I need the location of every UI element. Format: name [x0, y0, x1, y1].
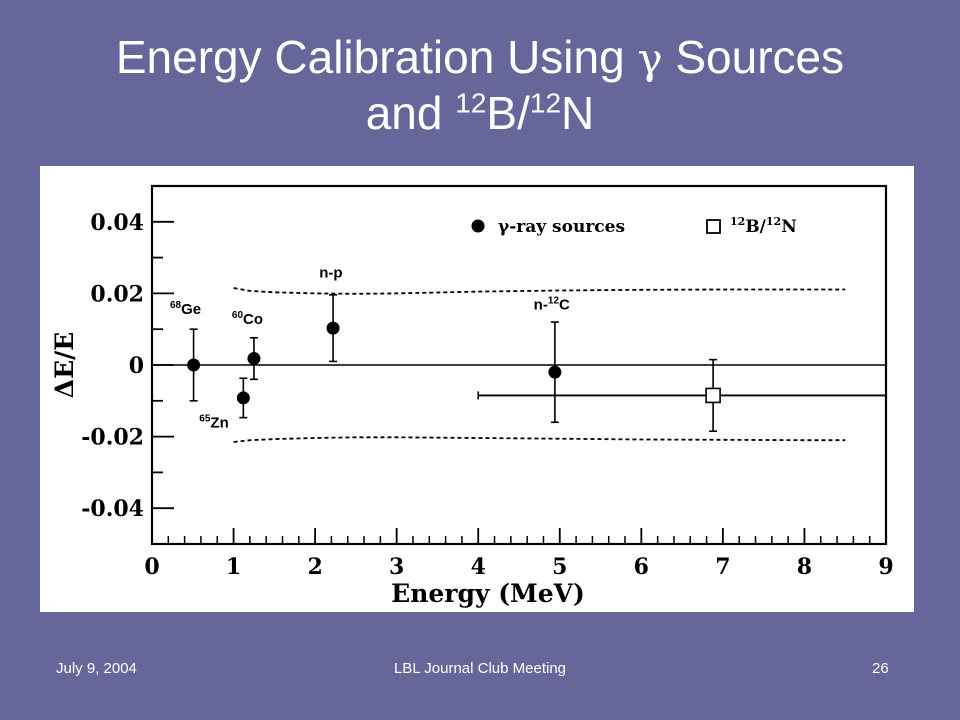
chart-panel: 0 1 2 3 4 5 6 7 8 9 0.04 0.02 0 -0.02 -0.04 68Ge 65Zn 60…	[40, 166, 914, 612]
ticks-layer: 0 1 2 3 4 5 6 7 8 90.040.020-0.02-0.04	[81, 185, 894, 580]
annotation-superscript: 65	[199, 414, 211, 425]
annotation-text: C	[559, 297, 570, 314]
gamma-source-point	[548, 365, 562, 379]
legend-sup-2: 12	[766, 215, 781, 228]
annotation-superscript: 60	[232, 310, 244, 321]
legend: γ-ray sources 12B/12N	[471, 215, 797, 237]
x-tick-label: 8	[797, 554, 812, 580]
legend-text-b: B/	[745, 217, 766, 237]
y-tick-label: -0.04	[81, 496, 144, 522]
annotation-superscript: 68	[170, 300, 182, 311]
y-tick-label: 0	[129, 353, 144, 379]
x-axis-label: Energy (MeV)	[391, 579, 585, 608]
calibration-chart: 0 1 2 3 4 5 6 7 8 90.040.020-0.02-0.04 68Ge65Zn60…	[50, 184, 894, 608]
slide-title: Energy Calibration Using γ Sources and 1…	[0, 30, 960, 140]
gamma-source-point	[236, 391, 250, 405]
annotation-text: Co	[243, 311, 263, 328]
legend-marker-boron	[706, 219, 721, 234]
x-tick-label: 5	[552, 554, 567, 580]
annotation-text: Ge	[181, 301, 201, 318]
x-tick-label: 2	[307, 554, 322, 580]
footer-page-number: 26	[872, 660, 889, 677]
annotation-superscript: 12	[548, 296, 560, 307]
title-text-2: Sources	[662, 31, 845, 83]
x-tick-label: 1	[226, 554, 241, 580]
x-tick-label: 7	[715, 554, 730, 580]
gamma-source-point	[247, 352, 261, 366]
x-tick-label: 9	[878, 554, 893, 580]
footer-date: July 9, 2004	[56, 660, 137, 677]
source-annotation: 60Co	[232, 310, 263, 328]
legend-label-boron: 12B/12N	[730, 215, 797, 237]
boron-nitrogen-point	[705, 387, 721, 404]
source-annotation: n-p	[319, 264, 342, 281]
title-sup-1: 12	[455, 87, 487, 119]
source-annotation: 68Ge	[170, 300, 201, 318]
annotation-text: Zn	[210, 415, 228, 432]
title-text-4: B/	[486, 87, 530, 139]
legend-sup-1: 12	[730, 215, 745, 228]
x-tick-label: 3	[389, 554, 404, 580]
source-annotation: n-12C	[534, 296, 570, 314]
legend-text-n: N	[781, 217, 797, 237]
gamma-source-point	[326, 321, 340, 335]
y-tick-label: -0.02	[81, 425, 144, 451]
title-line-2: and 12B/12N	[0, 86, 960, 140]
title-text-5: N	[561, 87, 595, 139]
source-annotation: 65Zn	[199, 414, 228, 432]
title-line-1: Energy Calibration Using γ Sources	[0, 30, 960, 86]
annotation-prefix: n-	[534, 297, 548, 314]
gamma-source-point	[187, 358, 201, 372]
annotation-text: n-p	[319, 264, 342, 281]
y-tick-label: 0.02	[90, 281, 144, 307]
annotation-layer: 68Ge 65Zn 60Co n-p n-12C	[170, 264, 570, 431]
legend-marker-gamma	[471, 219, 485, 233]
x-tick-label: 6	[634, 554, 649, 580]
band-layer	[233, 287, 846, 443]
footer-title: LBL Journal Club Meeting	[393, 660, 567, 677]
title-gamma: γ	[637, 34, 663, 83]
x-tick-label: 4	[471, 554, 486, 580]
points-layer	[187, 294, 886, 433]
y-axis-label: ΔE/E	[50, 332, 79, 399]
title-text-1: Energy Calibration Using	[115, 31, 638, 83]
band-upper-dashed	[233, 287, 846, 295]
band-lower-dashed	[233, 436, 846, 443]
title-sup-2: 12	[529, 87, 562, 119]
y-tick-label: 0.04	[90, 210, 144, 236]
x-tick-label: 0	[144, 554, 159, 580]
title-text-3: and	[365, 87, 456, 139]
legend-label-gamma: γ-ray sources	[498, 217, 625, 237]
